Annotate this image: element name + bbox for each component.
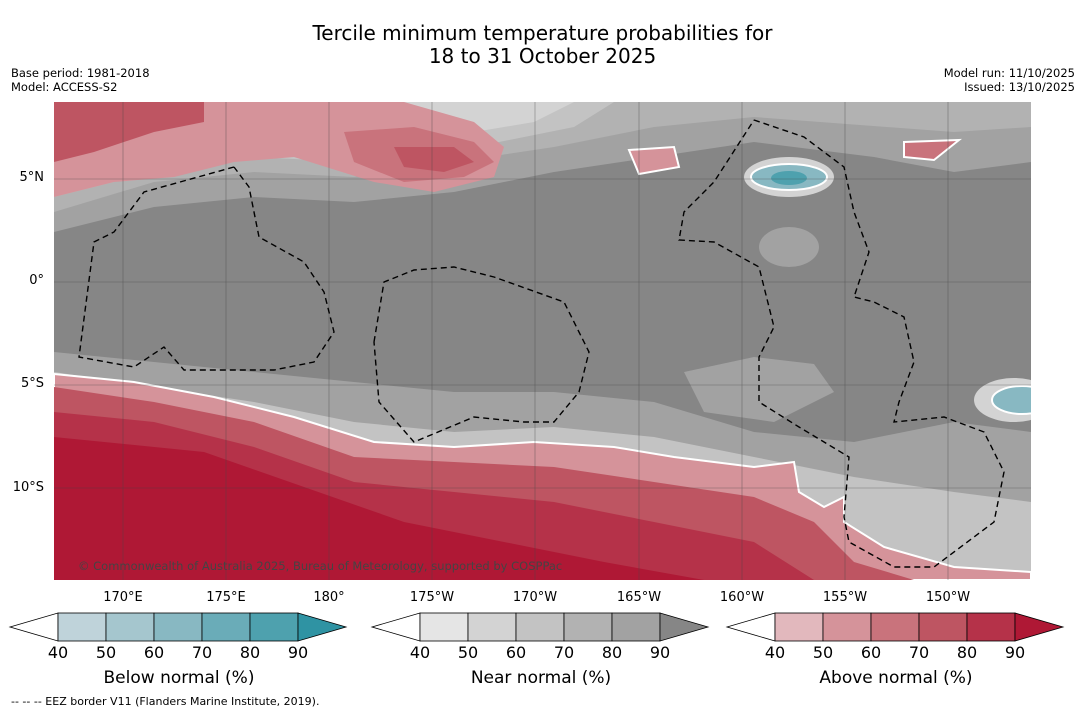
colorbar-segment [57,612,107,642]
colorbar-tick-label: 50 [812,643,834,662]
colorbar-tick-label: 90 [649,643,671,662]
lon-label-155w: 155°W [822,590,868,605]
lon-label-175e: 175°E [206,590,246,605]
colorbar-near-normal [370,612,710,642]
above-normal-spot-far-east [903,138,962,162]
colorbar-tick-label: 80 [601,643,623,662]
colorbar-segment [822,612,872,642]
above-normal-90-south [54,437,704,580]
base-period: Base period: 1981-2018 [11,66,150,80]
colorbar-tick-label: 60 [860,643,882,662]
lat-label-0: 0° [29,273,44,288]
colorbar-segment [153,612,203,642]
map-canvas [54,102,1031,580]
graticule [54,102,1031,580]
colorbar-segment [419,612,469,642]
colorbar-segment [966,612,1016,642]
colorbars [8,612,1065,642]
lat-label-10s: 10°S [12,480,44,495]
colorbar-tick-label: 40 [764,643,786,662]
colorbar-tick-label: 80 [956,643,978,662]
above-normal-spot-east [627,145,681,176]
colorbar-tick-label: 70 [908,643,930,662]
colorbar-segment [467,612,517,642]
colorbar-extend-high [659,612,710,642]
metadata-right: Model run: 11/10/2025 Issued: 13/10/2025 [944,66,1075,94]
colorbar-segment [201,612,251,642]
colorbar-segment [611,612,661,642]
colorbar-tick-label: 70 [553,643,575,662]
map-title: Tercile minimum temperature probabilitie… [0,22,1085,68]
lon-label-170w: 170°W [512,590,558,605]
near-normal-80-patch [759,227,819,267]
colorbar-title-below: Below normal (%) [103,668,255,688]
colorbar-segment [105,612,155,642]
issued-date: Issued: 13/10/2025 [964,80,1075,94]
colorbar-tick-label: 40 [409,643,431,662]
colorbar-extend-low [725,612,776,642]
title-line-2: 18 to 31 October 2025 [428,44,657,68]
colorbar-tick-label: 60 [143,643,165,662]
lon-label-150w: 150°W [925,590,971,605]
above-normal-70-north [394,147,474,172]
lon-label-175w: 175°W [409,590,455,605]
lon-label-180: 180° [313,590,345,605]
below-normal-core-ne [771,171,807,185]
title-line-1: Tercile minimum temperature probabilitie… [312,21,773,45]
colorbar-title-near: Near normal (%) [470,668,612,688]
colorbar-tick-label: 40 [47,643,69,662]
colorbar-tick-label: 50 [457,643,479,662]
colorbar-extend-high [297,612,348,642]
colorbar-tick-label: 50 [95,643,117,662]
colorbar-tick-label: 80 [239,643,261,662]
model-run: Model run: 11/10/2025 [943,66,1075,80]
colorbar-segment [918,612,968,642]
lat-label-5n: 5°N [19,170,45,185]
colorbar-segment [774,612,824,642]
lon-label-170e: 170°E [103,590,143,605]
above-normal-70-northwest [54,102,204,162]
colorbar-segment [870,612,920,642]
lon-label-165w: 165°W [616,590,662,605]
model-name: Model: ACCESS-S2 [11,80,118,94]
colorbar-extend-low [370,612,421,642]
colorbar-tick-label: 60 [505,643,527,662]
colorbar-segment [249,612,299,642]
colorbar-segment [515,612,565,642]
colorbar-tick-label: 90 [287,643,309,662]
colorbar-tick-label: 90 [1004,643,1026,662]
copyright-notice: © Commonwealth of Australia 2025, Bureau… [78,559,563,573]
lat-label-5s: 5°S [20,376,44,391]
colorbar-tick-label: 70 [191,643,213,662]
colorbar-above-normal [725,612,1065,642]
eez-footnote: -- -- -- EEZ border V11 (Flanders Marine… [11,695,320,708]
colorbar-segment [563,612,613,642]
below-normal-pocket-se [991,385,1031,415]
colorbar-below-normal [8,612,348,642]
colorbar-title-above: Above normal (%) [819,668,973,688]
lon-label-160w: 160°W [719,590,765,605]
probability-map [54,102,1031,580]
colorbar-extend-high [1014,612,1065,642]
metadata-left: Base period: 1981-2018 Model: ACCESS-S2 [11,66,150,94]
colorbar-extend-low [8,612,59,642]
eez-borders [78,119,1005,568]
